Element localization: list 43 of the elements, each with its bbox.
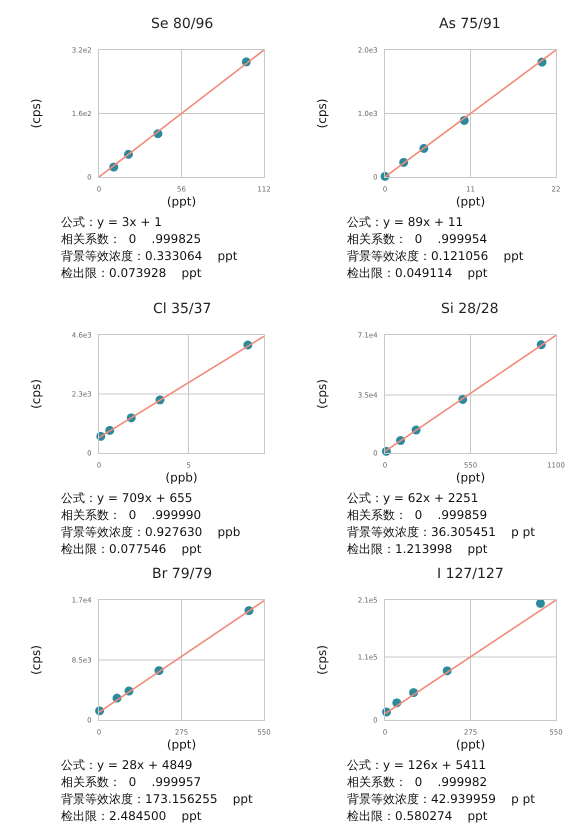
text: 背景等效浓度：0.927630 ppb: [61, 525, 240, 539]
text: 检出限：0.049114 ppt: [347, 266, 488, 280]
text: 检出限：2.484500 ppt: [61, 809, 202, 823]
y-axis-title: (cps): [314, 379, 329, 409]
text: 背景等效浓度：42.939959 p pt: [347, 792, 536, 806]
text: 公式：y = 28x + 4849: [61, 758, 192, 772]
text: 相关系数： 0 .999982: [347, 775, 488, 789]
text: 公式：y = 62x + 2251: [347, 491, 478, 505]
text: 相关系数： 0 .999957: [61, 775, 202, 789]
y-axis-title: (cps): [314, 645, 329, 675]
chart-title: Si 28/28: [441, 301, 499, 317]
text: 检出限：0.077546 ppt: [61, 542, 202, 556]
y-axis-title: (cps): [28, 98, 43, 128]
chart-title: As 75/91: [439, 16, 501, 32]
chart-title: I 127/127: [437, 566, 504, 582]
text: 相关系数： 0 .999954: [347, 232, 488, 246]
text: 背景等效浓度：36.305451 p pt: [347, 525, 536, 539]
x-axis-title: (ppb): [165, 470, 198, 484]
text: 检出限：0.073928 ppt: [61, 266, 202, 280]
chart-title: Cl 35/37: [153, 301, 212, 317]
text: 背景等效浓度：173.156255 ppt: [61, 792, 254, 806]
text: 相关系数： 0 .999859: [347, 508, 488, 522]
x-axis-title: (ppt): [456, 194, 486, 208]
x-axis-title: (ppt): [456, 737, 486, 752]
text: 公式：y = 3x + 1: [61, 215, 162, 229]
text: 检出限：0.580274 ppt: [347, 809, 488, 823]
text: 相关系数： 0 .999825: [61, 232, 202, 246]
text: 公式：y = 89x + 11: [347, 215, 464, 229]
chart-title: Se 80/96: [151, 16, 214, 32]
y-axis-title: (cps): [28, 645, 43, 675]
x-axis-title: (ppt): [166, 737, 196, 752]
text: 公式：y = 126x + 5411: [347, 758, 486, 772]
chart-title: Br 79/79: [152, 566, 212, 582]
text: 背景等效浓度：0.121056 ppt: [347, 249, 524, 263]
y-axis-title: (cps): [28, 379, 43, 409]
text: 背景等效浓度：0.333064 ppt: [61, 249, 238, 263]
text: 检出限：1.213998 ppt: [347, 542, 488, 556]
text: 公式：y = 709x + 655: [61, 491, 192, 505]
text: 相关系数： 0 .999990: [61, 508, 202, 522]
y-axis-title: (cps): [314, 98, 329, 128]
x-axis-title: (ppt): [166, 194, 196, 208]
x-axis-title: (ppt): [456, 470, 486, 484]
point: [536, 598, 545, 608]
